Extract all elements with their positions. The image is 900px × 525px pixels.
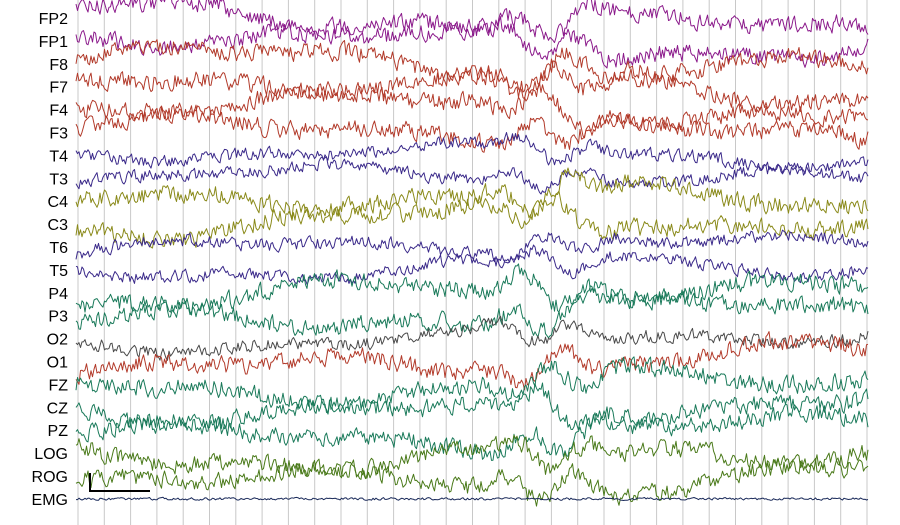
channel-label-t5: T5 [49, 263, 68, 280]
trace-p4 [75, 263, 869, 316]
trace-o2 [75, 315, 869, 361]
trace-emg [76, 496, 869, 501]
trace-t6 [75, 229, 869, 264]
trace-t4 [75, 132, 869, 175]
channel-label-f7: F7 [49, 80, 68, 97]
channel-label-fz: FZ [48, 377, 68, 394]
trace-cz [75, 382, 869, 435]
channel-label-t6: T6 [49, 240, 68, 257]
channel-labels: FP2 FP1 F8 F7 F4 F3 T4 T3 C4 C3 T6 T5 P4 P3 O2 O1 FZ CZ PZ… [32, 11, 69, 509]
channel-label-log: LOG [34, 446, 68, 463]
channel-label-f4: F4 [49, 103, 68, 120]
channel-label-t3: T3 [49, 171, 68, 188]
trace-rog [75, 457, 869, 507]
trace-fz [75, 356, 869, 415]
channel-label-o1: O1 [47, 355, 68, 372]
trace-c3 [75, 190, 869, 249]
trace-t5 [75, 244, 869, 285]
trace-fp2 [75, 0, 869, 44]
channel-label-p4: P4 [48, 286, 68, 303]
channel-label-pz: PZ [48, 423, 69, 440]
channel-label-f3: F3 [49, 126, 68, 143]
scale-bar [89, 473, 150, 492]
trace-o1 [75, 331, 869, 391]
channel-label-c4: C4 [48, 194, 69, 211]
trace-f8 [75, 39, 869, 96]
trace-p3 [75, 285, 869, 339]
channel-traces [75, 0, 869, 507]
trace-c4 [75, 167, 869, 221]
trace-fp1 [75, 16, 869, 69]
trace-log [75, 434, 869, 480]
time-grid [77, 0, 868, 525]
trace-f4 [75, 81, 869, 139]
channel-label-c3: C3 [48, 217, 69, 234]
trace-f7 [75, 60, 869, 113]
trace-pz [75, 403, 869, 461]
channel-label-fp1: FP1 [39, 34, 68, 51]
trace-t3 [75, 156, 869, 195]
channel-label-fp2: FP2 [39, 11, 68, 28]
channel-label-emg: EMG [32, 492, 68, 509]
channel-label-cz: CZ [47, 400, 69, 417]
channel-label-f8: F8 [49, 57, 68, 74]
channel-label-o2: O2 [47, 332, 68, 349]
channel-label-rog: ROG [32, 469, 68, 486]
channel-label-p3: P3 [48, 309, 68, 326]
channel-label-t4: T4 [49, 148, 68, 165]
